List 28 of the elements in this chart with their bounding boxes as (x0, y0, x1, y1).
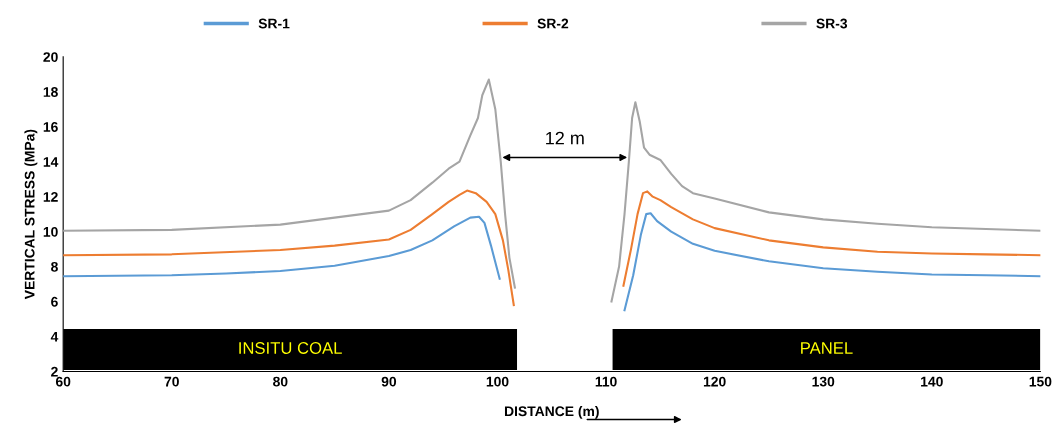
y-tick-label: 14 (43, 157, 59, 167)
y-tick-label: 18 (43, 87, 58, 97)
x-axis-title: DISTANCE (m) (504, 405, 599, 419)
x-tick-label: 130 (812, 376, 835, 387)
x-tick-label: 100 (486, 376, 509, 387)
y-tick-label: 12 (43, 191, 58, 202)
y-tick-label: 16 (43, 122, 58, 132)
y-tick-label: 8 (51, 261, 58, 272)
y-tick-label: 2 (51, 366, 58, 377)
x-tick-label: 150 (1029, 376, 1052, 387)
x-tick-label: 70 (164, 376, 179, 387)
legend-label: SR-1 (258, 18, 290, 29)
legend-label: SR-2 (537, 18, 569, 29)
y-tick-label: 4 (50, 331, 59, 342)
band-label: PANEL (801, 342, 853, 354)
x-tick-label: 80 (273, 376, 288, 387)
x-tick-label: 140 (921, 376, 943, 387)
annotation: 12 m (546, 131, 584, 145)
x-tick-label: 60 (55, 376, 71, 387)
y-axis-title: VERTICAL STRESS (MPa) (24, 129, 38, 300)
x-tick-label: 90 (381, 376, 397, 387)
y-tick-label: 10 (43, 226, 58, 237)
band-label: INSITU COAL (239, 342, 342, 354)
legend-label: SR-3 (816, 18, 848, 29)
x-tick-label: 110 (595, 376, 617, 387)
y-tick-label: 6 (51, 296, 58, 307)
y-tick-label: 20 (43, 52, 58, 62)
x-tick-label: 120 (703, 376, 726, 387)
